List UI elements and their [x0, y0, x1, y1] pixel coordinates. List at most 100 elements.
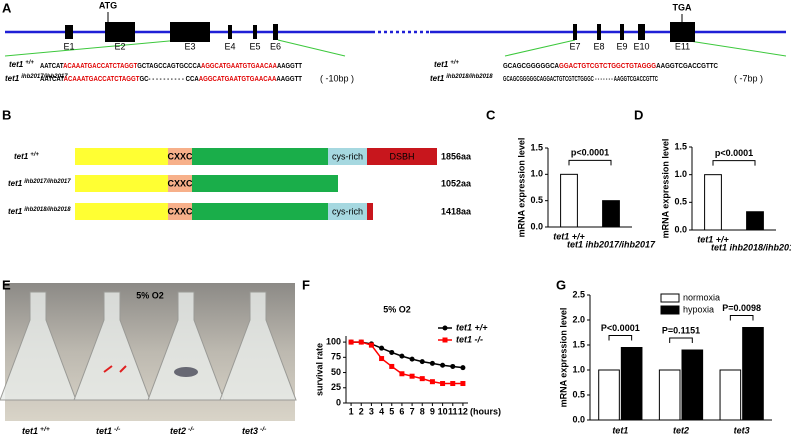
photo-title: 5% O2 [136, 290, 164, 300]
exon-label: E2 [114, 41, 125, 51]
genotype: ihb2018/ihb2018 [24, 207, 71, 213]
x-tick-label: 6 [399, 406, 404, 416]
bar [742, 327, 764, 421]
sequence-segment: AAGGTT [277, 61, 302, 70]
y-tick-label: 1.0 [674, 169, 687, 179]
marker [379, 356, 385, 362]
significance-label: P=0.1151 [662, 325, 700, 335]
stop-codon: TGA [673, 2, 692, 12]
x-tick-label: 2 [359, 406, 364, 416]
marker [379, 345, 385, 351]
gene-name: tet1 [14, 152, 29, 161]
y-axis-label: survival rate [314, 343, 324, 396]
significance-bracket [568, 159, 612, 166]
exon [620, 24, 624, 40]
bar [620, 347, 643, 421]
gene-name: tet1 [8, 179, 23, 188]
exon [105, 22, 135, 42]
arrow [103, 365, 127, 373]
exon-label: E4 [224, 41, 235, 51]
y-axis-label: mRNA expression level [660, 139, 670, 239]
gene-name: tet1 [434, 60, 449, 69]
panel-letter: F [302, 277, 310, 292]
exon [65, 25, 73, 39]
genotype-label: tet1 -/- [96, 426, 121, 437]
exon-label: E9 [616, 41, 627, 51]
protein-length: 1418aa [441, 206, 472, 216]
marker [419, 376, 425, 382]
marker [389, 363, 395, 369]
sequence: GCAGCGGGGGCAGGACTGTCGTCTGGGC - - - - - -… [503, 74, 658, 83]
exon-label: E6 [270, 41, 281, 51]
bar [602, 200, 620, 228]
flask [219, 291, 297, 401]
sequence-segment: AATCAT [40, 74, 64, 83]
deletion-label: ( -7bp ) [734, 73, 763, 83]
x-tick-label: 11 [448, 406, 458, 416]
y-tick-label: 1.5 [674, 141, 687, 151]
marker [450, 381, 456, 387]
y-tick-label: 1.5 [530, 142, 543, 152]
marker [389, 349, 395, 355]
y-tick-label: 0.5 [572, 389, 585, 399]
y-tick-label: 0.5 [530, 195, 543, 205]
x-tick-label: tet2 [673, 425, 689, 435]
protein-domain [367, 203, 373, 220]
panel-letter: E [2, 277, 11, 292]
marker [399, 353, 405, 359]
marker [348, 339, 354, 345]
significance-label: p<0.0001 [715, 148, 753, 158]
genotype: -/- [188, 426, 195, 433]
bar [560, 173, 578, 228]
bar [719, 369, 742, 421]
x-tick-label: 8 [420, 406, 425, 416]
exon-label: E7 [569, 41, 580, 51]
y-tick-label: 1.0 [572, 364, 585, 374]
genotype-label: tet1 ihb2017/ihb2017 [8, 179, 71, 189]
sequence-segment: GCAGCGGGGGCAGGACTGTCGTCTGGGC - - - - - -… [503, 74, 658, 83]
exon-label: E3 [184, 41, 195, 51]
protein-domain [75, 148, 168, 165]
genotype-label: tet1 ihb2018/ihb2018 [8, 207, 71, 217]
bar [746, 211, 764, 231]
panel-letter: C [486, 107, 496, 122]
sequence-segment: GC- - - - - - - - - - CCA [139, 74, 199, 83]
marker [358, 339, 364, 345]
gene-name: tet1 [9, 60, 24, 69]
protein-domain [328, 148, 367, 165]
domain-label: CXXC [167, 151, 193, 161]
marker [368, 342, 374, 348]
zoom-line [504, 39, 576, 57]
x-tick-label: tet3 [734, 425, 750, 435]
protein-domain [168, 203, 192, 220]
protein-domain [328, 203, 367, 220]
chart-title: 5% O2 [383, 304, 411, 314]
protein-domain [192, 148, 328, 165]
protein-domain [168, 148, 192, 165]
marker [409, 356, 415, 362]
genotype: +/+ [25, 60, 34, 66]
protein-domain [75, 203, 168, 220]
y-tick-label: 0.0 [572, 414, 585, 424]
x-tick-label: 9 [430, 406, 435, 416]
genotype-label: tet1 ihb2017/ihb2017 [5, 74, 68, 84]
exon [228, 25, 232, 39]
gene-name: tet2 [170, 426, 186, 436]
x-tick-label: tet1 +/+ [697, 234, 729, 244]
significance-bracket [729, 315, 754, 321]
significance-bracket [608, 335, 633, 341]
zoom-line [682, 39, 787, 57]
genotype-label: tet1 +/+ [14, 152, 39, 162]
domain-label: CXXC [167, 206, 193, 216]
bar [658, 369, 681, 421]
fish-school [174, 367, 198, 377]
marker [429, 379, 435, 385]
sequence-segment: GCTAGCCAGTGCCCA [137, 61, 201, 70]
y-tick-label: 1.0 [530, 169, 543, 179]
marker [440, 362, 446, 368]
bar [704, 174, 722, 231]
panel-letter: G [556, 277, 566, 292]
gene-name: tet1 [8, 207, 23, 216]
x-tick-label: 7 [410, 406, 415, 416]
genotype-label: tet1 +/+ [434, 60, 459, 70]
